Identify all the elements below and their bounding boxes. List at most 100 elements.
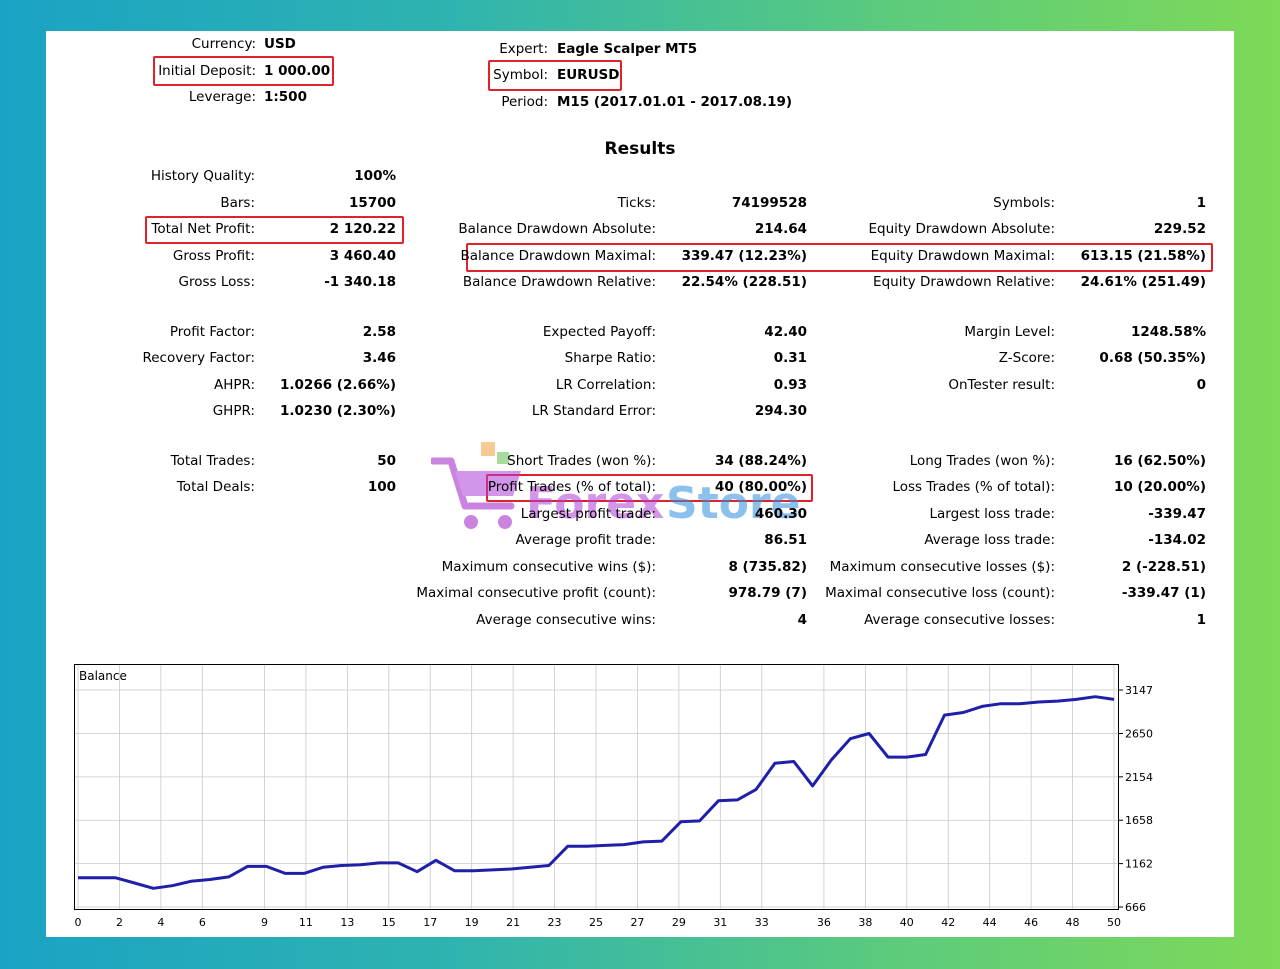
- stat-value: -134.02: [1148, 532, 1206, 548]
- stat-label: Loss Trades (% of total):: [892, 479, 1055, 495]
- stat-label: Average consecutive losses:: [864, 612, 1055, 628]
- stat-value: 100%: [354, 168, 396, 184]
- x-tick-label: 6: [199, 916, 206, 929]
- stat-label: Equity Drawdown Maximal:: [870, 248, 1055, 264]
- leverage-label: Leverage:: [188, 89, 256, 105]
- x-axis: 0 2 4 6 9 11 13 15 17 19 21 23 25 27 29 31 33 36 38 40 42 44 4…: [75, 916, 1122, 929]
- expert-label: Expert:: [499, 41, 548, 57]
- period-label: Period:: [501, 94, 548, 110]
- stat-value: 3.46: [362, 350, 396, 366]
- chart-grid: [75, 665, 1118, 909]
- x-tick-label: 27: [630, 916, 644, 929]
- watermark-forex: Forex: [526, 478, 664, 529]
- highlight-drawdown-maximal: [466, 243, 1213, 272]
- stat-label: Total Deals:: [176, 479, 255, 495]
- report-sheet: Currency: USD Initial Deposit: 1 000.00 …: [46, 31, 1234, 937]
- currency-label: Currency:: [191, 36, 256, 52]
- chart-plot-area: [74, 664, 1119, 910]
- stat-label: GHPR:: [212, 403, 255, 419]
- stat-value: 74199528: [731, 195, 807, 211]
- x-tick-label: 21: [506, 916, 520, 929]
- stat-label: Expected Payoff:: [542, 324, 656, 340]
- stat-label: Largest profit trade:: [520, 506, 656, 522]
- y-tick-label: 1658: [1125, 814, 1153, 827]
- stat-value: 100: [367, 479, 396, 495]
- stat-label: Ticks:: [617, 195, 656, 211]
- x-tick-label: 13: [340, 916, 354, 929]
- stat-label: Balance Drawdown Absolute:: [458, 221, 656, 237]
- x-tick-label: 42: [941, 916, 955, 929]
- period-value: M15 (2017.01.01 - 2017.08.19): [557, 94, 793, 110]
- y-tick-label: 2154: [1125, 771, 1153, 784]
- stat-value: -339.47 (1): [1121, 585, 1206, 601]
- x-tick-label: 31: [713, 916, 727, 929]
- stat-value: 8 (735.82): [728, 559, 807, 575]
- stat-value: 1: [1196, 195, 1206, 211]
- x-tick-label: 50: [1107, 916, 1121, 929]
- watermark-store: Store: [666, 478, 801, 529]
- x-tick-label: 38: [858, 916, 872, 929]
- stat-label: Equity Drawdown Absolute:: [868, 221, 1055, 237]
- stat-label: Balance Drawdown Relative:: [462, 274, 656, 290]
- stat-label: Maximum consecutive wins ($):: [441, 559, 656, 575]
- stat-value: 0.31: [773, 350, 807, 366]
- stat-value: 16 (62.50%): [1113, 453, 1206, 469]
- highlight-symbol: [488, 60, 622, 91]
- cart-icon: [431, 442, 521, 529]
- stat-value: 0.93: [773, 377, 807, 393]
- balance-chart: Balance 0 2 4 6 9 11 13 15 17 19 21 23 25 27 29 31 33 36 3…: [74, 664, 1153, 929]
- x-tick-label: 4: [157, 916, 164, 929]
- stat-label: Profit Factor:: [169, 324, 255, 340]
- stat-label: Z-Score:: [998, 350, 1055, 366]
- stat-label: Recovery Factor:: [142, 350, 255, 366]
- x-tick-label: 2: [116, 916, 123, 929]
- stat-value: 24.61% (251.49): [1080, 274, 1206, 290]
- stat-value: 339.47 (12.23%): [681, 248, 807, 264]
- stat-value: 50: [377, 453, 396, 469]
- stat-value: 978.79 (7): [728, 585, 807, 601]
- currency-value: USD: [264, 36, 296, 52]
- stat-value: -1 340.18: [324, 274, 396, 290]
- expert-value: Eagle Scalper MT5: [557, 41, 698, 57]
- stat-label: Total Net Profit:: [151, 221, 255, 237]
- stat-value: 613.15 (21.58%): [1080, 248, 1206, 264]
- stat-value: 229.52: [1153, 221, 1206, 237]
- symbol-value: EURUSD: [557, 67, 620, 83]
- results-title: Results: [604, 139, 676, 159]
- symbol-label: Symbol:: [493, 67, 548, 83]
- stat-value: 40 (80.00%): [714, 479, 807, 495]
- x-tick-label: 9: [261, 916, 268, 929]
- stat-value: 10 (20.00%): [1113, 479, 1206, 495]
- stat-value: -339.47: [1148, 506, 1206, 522]
- x-tick-label: 17: [423, 916, 437, 929]
- stat-value: 2 (-228.51): [1121, 559, 1206, 575]
- x-tick-label: 23: [548, 916, 562, 929]
- stat-label: Largest loss trade:: [929, 506, 1055, 522]
- stat-label: Maximal consecutive profit (count):: [416, 585, 656, 601]
- y-tick-label: 1162: [1125, 858, 1153, 871]
- stat-value: 42.40: [764, 324, 807, 340]
- stat-label: Long Trades (won %):: [909, 453, 1055, 469]
- stat-value: 15700: [349, 195, 396, 211]
- stat-label: Profit Trades (% of total):: [487, 479, 656, 495]
- stat-label: AHPR:: [213, 377, 255, 393]
- highlight-total-net-profit: [145, 216, 404, 244]
- stat-value: 1.0230 (2.30%): [280, 403, 396, 419]
- x-tick-label: 19: [465, 916, 479, 929]
- x-tick-label: 25: [589, 916, 603, 929]
- deposit-value: 1 000.00: [264, 63, 331, 79]
- stat-value: 460.30: [754, 506, 807, 522]
- stat-value: 1.0266 (2.66%): [280, 377, 396, 393]
- stat-value: 34 (88.24%): [714, 453, 807, 469]
- chart-title: Balance: [79, 669, 127, 683]
- x-tick-label: 15: [382, 916, 396, 929]
- stat-label: History Quality:: [150, 168, 255, 184]
- stat-label: Sharpe Ratio:: [564, 350, 656, 366]
- x-tick-label: 48: [1066, 916, 1080, 929]
- leverage-value: 1:500: [264, 89, 307, 105]
- stat-label: Average profit trade:: [515, 532, 656, 548]
- stat-value: 4: [797, 612, 807, 628]
- stat-value: 0.68 (50.35%): [1099, 350, 1206, 366]
- stat-value: 1248.58%: [1130, 324, 1206, 340]
- highlight-initial-deposit: [153, 56, 334, 86]
